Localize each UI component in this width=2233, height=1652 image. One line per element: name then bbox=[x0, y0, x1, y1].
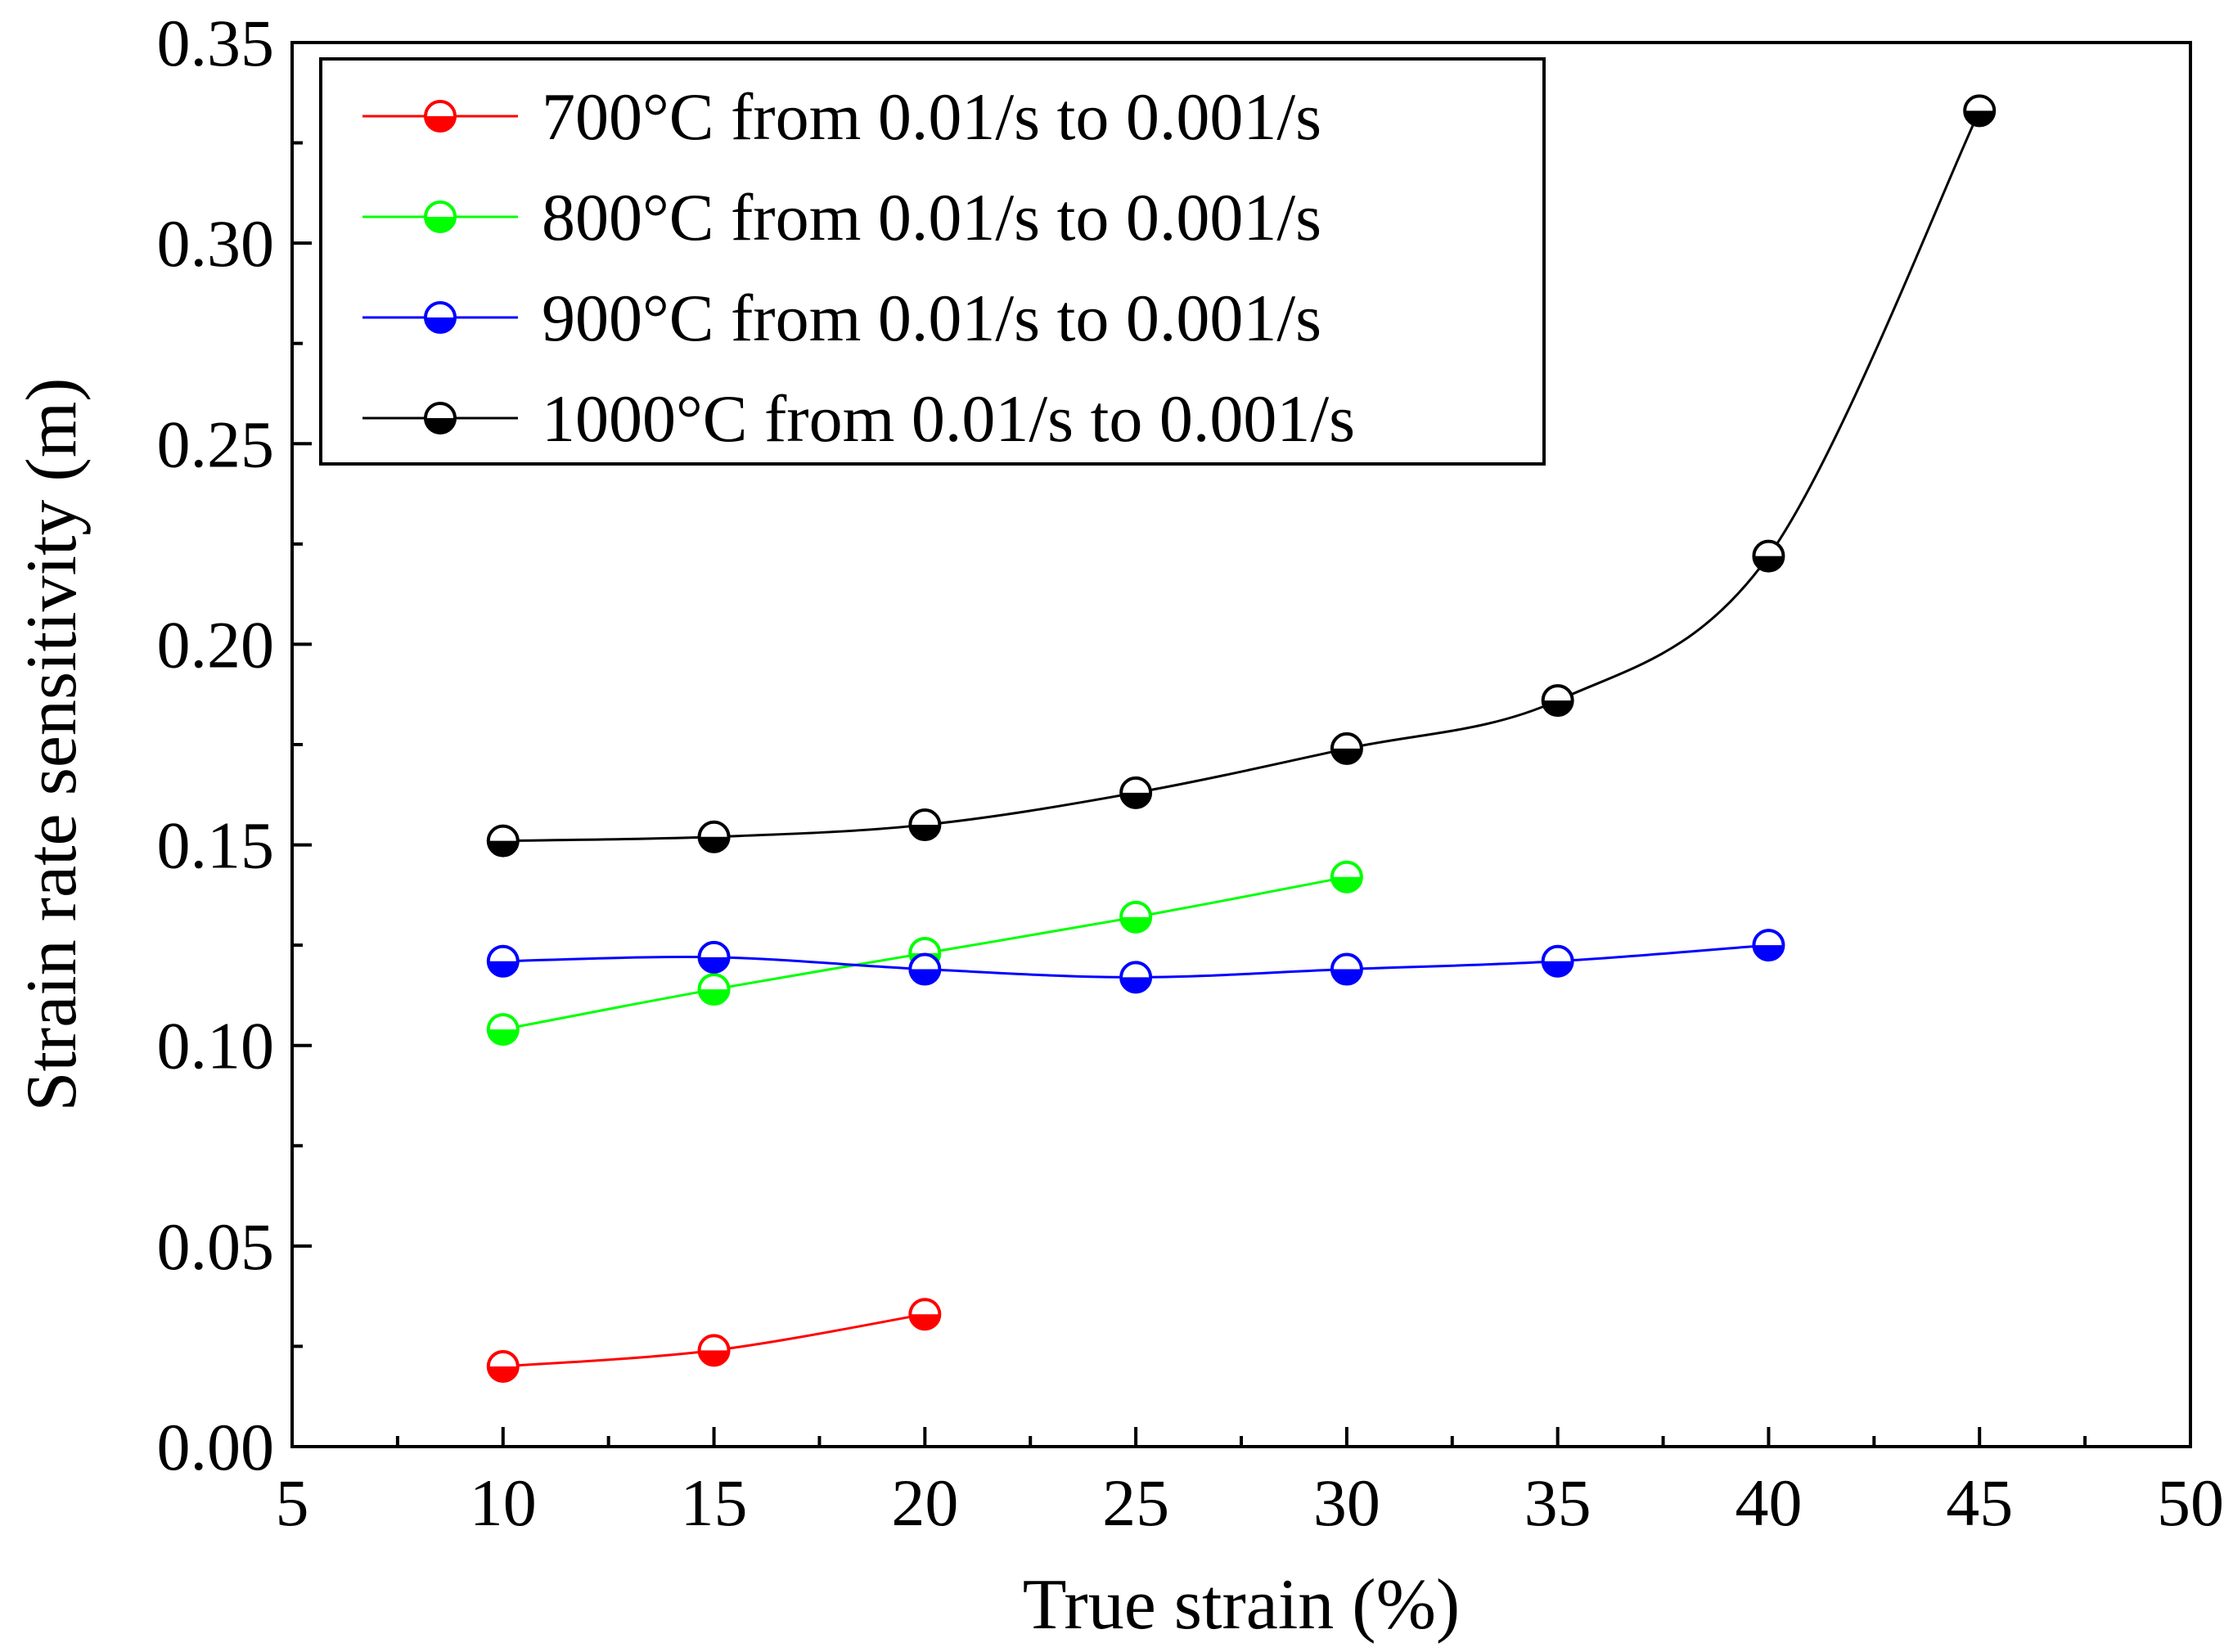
legend: 700°C from 0.01/s to 0.001/s 800°C from 0… bbox=[319, 57, 1546, 466]
data-point bbox=[908, 952, 942, 986]
y-tick-label: 0.15 bbox=[157, 808, 275, 883]
y-tick-labels: 0.00 0.05 0.10 0.15 0.20 0.25 0.30 0.35 bbox=[157, 6, 275, 1484]
x-tick-label: 10 bbox=[470, 1465, 537, 1540]
data-point bbox=[1752, 929, 1785, 962]
legend-label: 700°C from 0.01/s to 0.001/s bbox=[542, 79, 1321, 154]
y-tick-label: 0.35 bbox=[157, 6, 275, 80]
y-tick-label: 0.10 bbox=[157, 1009, 275, 1083]
y-tick-label: 0.30 bbox=[157, 206, 275, 281]
y-tick-label: 0.00 bbox=[157, 1410, 275, 1484]
series-2 bbox=[486, 929, 1785, 994]
series-1 bbox=[486, 860, 1363, 1047]
x-tick-label: 25 bbox=[1102, 1465, 1169, 1540]
legend-marker bbox=[424, 100, 457, 133]
series-0 bbox=[486, 1298, 942, 1383]
series-layer bbox=[486, 94, 1997, 1383]
data-point bbox=[697, 973, 731, 1006]
legend-entry: 800°C from 0.01/s to 0.001/s bbox=[362, 180, 1321, 254]
data-point bbox=[1119, 900, 1153, 934]
x-tick-label: 40 bbox=[1735, 1465, 1802, 1540]
legend-label: 1000°C from 0.01/s to 0.001/s bbox=[542, 381, 1355, 456]
data-point bbox=[486, 824, 520, 858]
x-tick-label: 15 bbox=[681, 1465, 748, 1540]
legend-marker bbox=[424, 200, 457, 233]
data-point bbox=[697, 940, 731, 974]
data-point bbox=[697, 820, 731, 853]
data-point bbox=[486, 1349, 520, 1383]
legend-entry: 900°C from 0.01/s to 0.001/s bbox=[362, 281, 1321, 355]
x-tick-label: 20 bbox=[891, 1465, 958, 1540]
x-tick-label: 5 bbox=[276, 1465, 309, 1540]
legend-entry: 700°C from 0.01/s to 0.001/s bbox=[362, 79, 1321, 154]
data-point bbox=[1119, 961, 1153, 994]
y-tick-label: 0.25 bbox=[157, 407, 275, 481]
data-point bbox=[1541, 684, 1574, 718]
data-point bbox=[1330, 731, 1363, 765]
data-point bbox=[1541, 944, 1574, 978]
legend-label: 800°C from 0.01/s to 0.001/s bbox=[542, 180, 1321, 254]
legend-label: 900°C from 0.01/s to 0.001/s bbox=[542, 281, 1321, 355]
y-tick-label: 0.20 bbox=[157, 607, 275, 682]
legend-marker bbox=[424, 301, 457, 334]
series-3 bbox=[486, 94, 1997, 858]
y-axis-title: Strain rate sensitivity (m) bbox=[12, 378, 92, 1112]
legend-box bbox=[319, 57, 1546, 466]
x-tick-label: 50 bbox=[2157, 1465, 2224, 1540]
data-point bbox=[1119, 776, 1153, 809]
x-tick-label: 35 bbox=[1524, 1465, 1591, 1540]
x-axis-title: True strain (%) bbox=[1023, 1565, 1460, 1645]
data-point bbox=[697, 1334, 731, 1367]
x-tick-label: 30 bbox=[1313, 1465, 1380, 1540]
x-tick-labels: 5 10 15 20 25 30 35 40 45 50 bbox=[276, 1465, 2225, 1540]
data-point bbox=[1330, 952, 1363, 986]
data-point bbox=[908, 1298, 942, 1331]
data-point bbox=[908, 808, 942, 842]
x-tick-label: 45 bbox=[1946, 1465, 2013, 1540]
data-point bbox=[1752, 539, 1785, 573]
legend-marker bbox=[424, 402, 457, 434]
data-point bbox=[486, 944, 520, 978]
series-line bbox=[502, 110, 1981, 843]
legend-entry: 1000°C from 0.01/s to 0.001/s bbox=[362, 381, 1355, 456]
data-point bbox=[1330, 860, 1363, 894]
data-point bbox=[486, 1013, 520, 1047]
y-tick-label: 0.05 bbox=[157, 1209, 275, 1284]
data-point bbox=[1963, 94, 1997, 128]
axis-ticks bbox=[290, 41, 2192, 1448]
